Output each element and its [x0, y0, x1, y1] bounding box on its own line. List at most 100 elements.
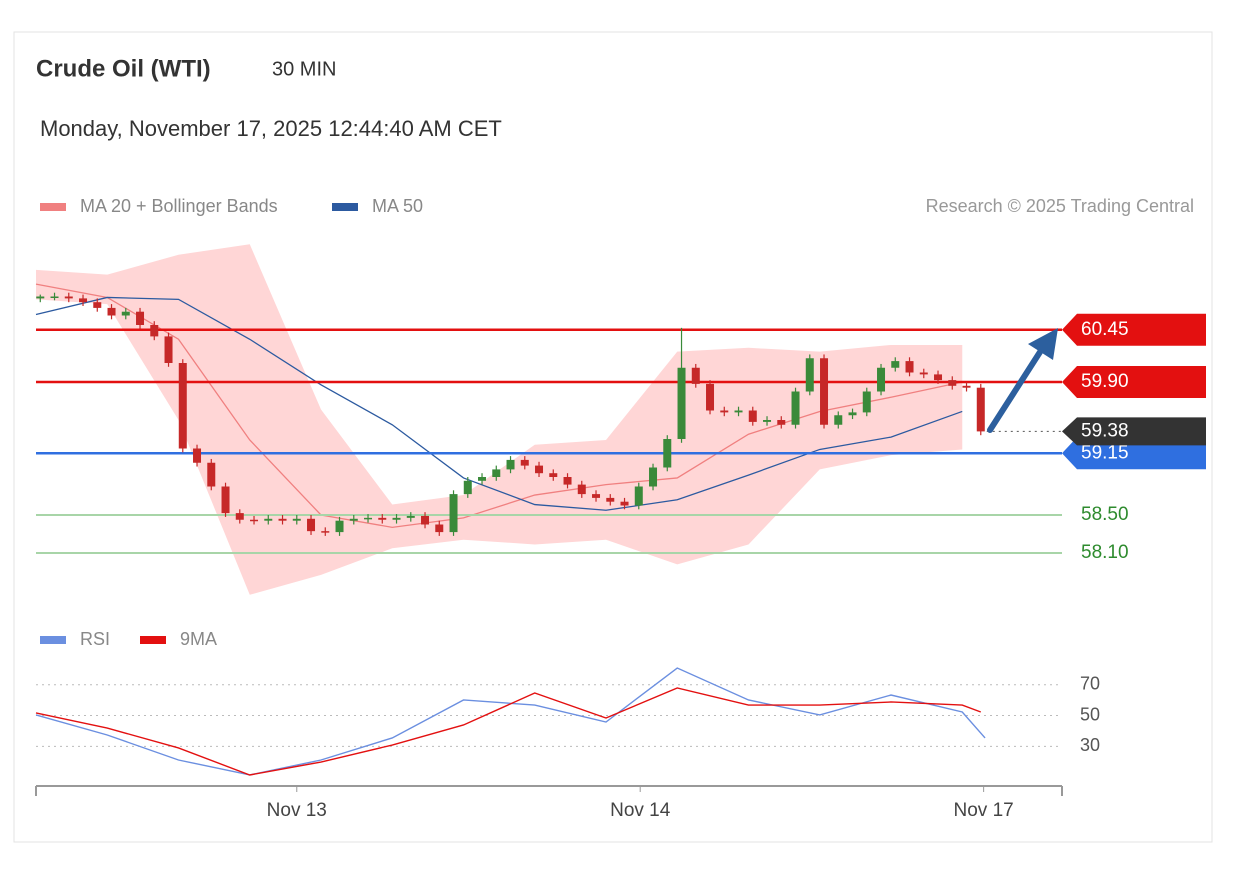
timeframe: 30 MIN [272, 58, 336, 80]
rsi-line [35, 667, 986, 776]
candle-body [492, 469, 501, 477]
candle-body [592, 494, 601, 498]
level-tag [1062, 366, 1206, 398]
candle-body [905, 361, 914, 373]
last-price-tag [1062, 417, 1206, 446]
y-tick-label: 30 [1080, 735, 1100, 755]
level-label: 59.90 [1081, 371, 1129, 392]
candle-body [877, 367, 886, 392]
candle-body [563, 477, 572, 485]
bollinger-band [36, 244, 963, 595]
candle-body [321, 531, 330, 533]
level-tag [1062, 313, 1206, 346]
y-tick-label: 70 [1080, 673, 1100, 693]
candle-body [93, 302, 102, 308]
candle-body [264, 518, 273, 521]
candle-body [720, 410, 729, 413]
candle-body [250, 519, 259, 522]
candle-body [691, 367, 700, 384]
candle-body [64, 296, 73, 299]
candle-body [549, 473, 558, 477]
level-label: 59.15 [1081, 442, 1129, 463]
candle-body [307, 518, 316, 532]
candle-body [535, 465, 544, 474]
candle-body [706, 383, 715, 411]
candle-body [107, 307, 116, 316]
date: Monday, November 17, 2025 12:44:40 AM CE… [40, 116, 502, 141]
candle-body [891, 361, 900, 368]
candle-body [777, 420, 786, 425]
candle-body [164, 336, 173, 363]
legend-swatch [40, 203, 66, 211]
candle-body [36, 296, 45, 299]
arrow-head [1028, 328, 1058, 360]
legend-label: MA 20 + Bollinger Bands [80, 196, 278, 216]
legend-label: RSI [80, 629, 110, 649]
candle-body [606, 497, 615, 502]
level-label: 60.45 [1081, 319, 1129, 340]
arrow [987, 349, 1043, 433]
candle-body [934, 374, 943, 381]
candle-body [520, 459, 529, 466]
candle-body [820, 358, 829, 425]
candle-body [976, 387, 985, 432]
candle-body [862, 391, 871, 413]
candle-body [278, 518, 287, 521]
candle-body [406, 515, 415, 518]
candle-body [478, 477, 487, 481]
chart-title: Crude Oil (WTI) [36, 55, 211, 82]
y-tick-label: 50 [1080, 704, 1100, 724]
candle-body [748, 410, 757, 422]
candle-body [50, 296, 59, 298]
candle-body [649, 467, 658, 487]
candle-body [392, 517, 401, 520]
credit: Research © 2025 Trading Central [926, 196, 1194, 216]
candle-body [335, 520, 344, 533]
candle-body [435, 524, 444, 533]
ma-line [35, 283, 963, 529]
candle-body [634, 486, 643, 506]
candle-body [178, 363, 187, 449]
candle-body [919, 372, 928, 375]
candle-body [463, 480, 472, 495]
candle-body [763, 420, 772, 422]
candle-body [449, 494, 458, 533]
rsi-line [35, 687, 982, 776]
candle-body [948, 380, 957, 386]
candle-body [677, 367, 686, 439]
x-tick-label: Nov 14 [610, 800, 671, 821]
candle-body [791, 391, 800, 425]
candle-body [734, 410, 743, 413]
candle-body [207, 462, 216, 487]
level-label: 58.10 [1081, 542, 1129, 563]
candle-body [805, 358, 814, 392]
candle-body [193, 448, 202, 463]
candle-body [150, 325, 159, 337]
last-price-label: 59.38 [1081, 420, 1129, 441]
candle-body [848, 412, 857, 416]
candle-body [577, 484, 586, 495]
candle-body [663, 439, 672, 468]
legend-label: MA 50 [372, 196, 423, 216]
candle-body [421, 515, 430, 525]
x-tick-label: Nov 17 [954, 800, 1014, 821]
candle-body [364, 517, 373, 520]
legend-swatch [332, 203, 358, 211]
candle-body [962, 385, 971, 388]
candle-body [292, 518, 301, 521]
candle-body [121, 311, 130, 316]
candle-body [620, 501, 629, 506]
legend-swatch [140, 636, 166, 644]
candle-body [235, 513, 244, 520]
x-tick-label: Nov 13 [267, 800, 327, 821]
candle-body [136, 311, 145, 325]
candle-body [378, 517, 387, 520]
level-label: 58.50 [1081, 504, 1129, 525]
legend-label: 9MA [180, 629, 217, 649]
candle-body [506, 459, 515, 470]
legend-swatch [40, 636, 66, 644]
candle-body [79, 298, 88, 303]
candle-body [834, 415, 843, 425]
candle-body [221, 486, 230, 514]
